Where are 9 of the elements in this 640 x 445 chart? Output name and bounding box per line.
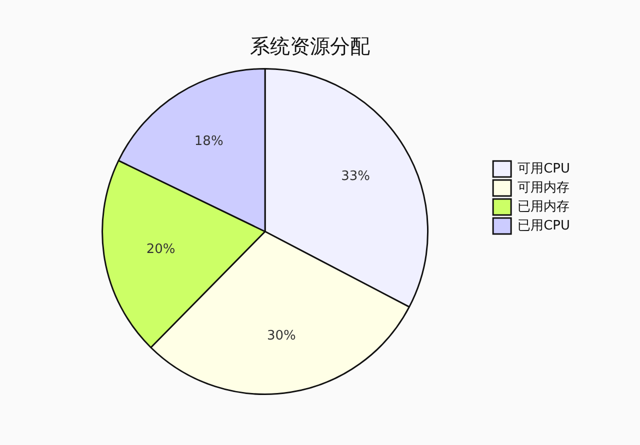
legend-label: 可用内存	[518, 180, 570, 196]
data-label: 33%	[341, 169, 370, 184]
data-label: 20%	[146, 242, 176, 257]
data-label: 18%	[194, 134, 224, 150]
chart-title: 系统资源分配	[250, 34, 370, 58]
legend-label: 已用内存	[518, 199, 570, 214]
data-label: 30%	[266, 328, 296, 344]
legend-label: 可用CPU	[518, 161, 570, 176]
legend-label: 已用CPU	[518, 218, 570, 234]
